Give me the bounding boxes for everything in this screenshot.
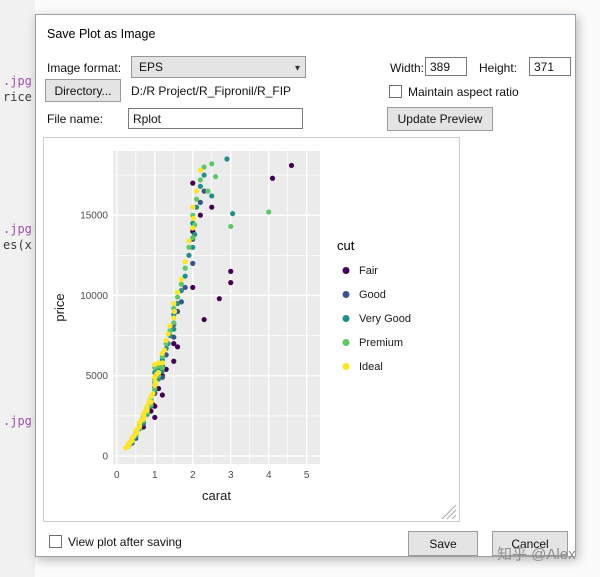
code-fragment: es(x [3,238,32,252]
svg-text:10000: 10000 [80,291,108,302]
svg-text:Ideal: Ideal [359,361,383,373]
svg-text:1: 1 [152,470,158,481]
svg-text:0: 0 [114,470,120,481]
update-preview-button[interactable]: Update Preview [387,107,493,131]
svg-text:2: 2 [190,470,196,481]
directory-path: D:/R Project/R_Fipronil/R_FIP [131,84,292,98]
chevron-down-icon: ▾ [294,63,300,74]
svg-text:Very Good: Very Good [359,313,411,325]
svg-text:15000: 15000 [80,211,108,222]
view-after-saving-label: View plot after saving [68,535,182,549]
image-format-value: EPS [139,60,164,74]
save-plot-dialog: Save Plot as Image Image format: EPS ▾ W… [35,14,576,557]
svg-text:Premium: Premium [359,337,403,349]
svg-text:cut: cut [337,238,355,253]
code-fragment: rice [3,90,32,104]
background-editor-strip: .jpg' rice .jpg' es(x .jpg' [0,0,39,577]
svg-text:0: 0 [102,451,108,462]
width-label: Width: [390,61,425,75]
width-input[interactable] [425,57,467,76]
file-name-input[interactable] [128,108,303,129]
svg-text:price: price [52,293,67,321]
svg-text:Fair: Fair [359,265,378,277]
svg-text:carat: carat [202,488,231,503]
cancel-button[interactable]: Cancel [492,531,568,556]
maintain-aspect-checkbox[interactable] [389,85,402,98]
code-fragment: .jpg' [3,414,40,428]
plot-preview-pane[interactable]: 0 1 2 3 4 5 0 5000 10000 15000 carat price cut Fair Go… [43,137,460,522]
file-name-label: File name: [47,112,104,126]
image-format-select[interactable]: EPS ▾ [131,56,306,78]
svg-text:5: 5 [304,470,310,481]
svg-text:4: 4 [266,470,272,481]
directory-button[interactable]: Directory... [45,79,121,102]
height-label: Height: [479,61,518,75]
svg-text:5000: 5000 [86,371,109,382]
code-fragment: .jpg' [3,222,40,236]
dialog-title: Save Plot as Image [47,27,156,41]
image-format-label: Image format: [47,61,122,75]
svg-text:Good: Good [359,289,386,301]
watermark: 知乎 @Alex [497,546,576,563]
svg-text:3: 3 [228,470,234,481]
save-button[interactable]: Save [408,531,478,556]
plot-scatter-chart: 0 1 2 3 4 5 0 5000 10000 15000 carat price cut Fair Go… [52,151,457,520]
height-input[interactable] [529,57,571,76]
view-after-saving-checkbox[interactable] [49,535,62,548]
code-fragment: .jpg' [3,74,40,88]
maintain-aspect-label: Maintain aspect ratio [408,85,519,99]
